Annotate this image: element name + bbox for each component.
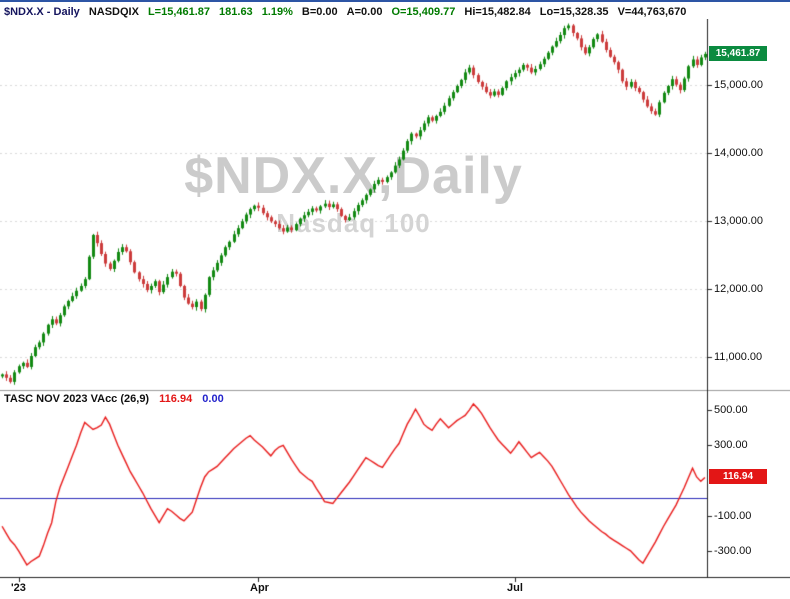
indicator-value: 116.94 (159, 393, 193, 405)
exchange-code: NASDQIX (88, 6, 139, 18)
open-value: O=15,409.77 (391, 6, 456, 18)
indicator-name: TASC NOV 2023 VAcc (26,9) (4, 393, 150, 405)
symbol-title: $NDX.X - Daily (4, 6, 80, 18)
price-axis-label: 15,000.00 (714, 79, 763, 91)
last-price: L=15,461.87 (147, 6, 211, 18)
indicator-zero-value: 0.00 (202, 393, 224, 405)
change-percent: 1.19% (261, 6, 293, 18)
low-value: Lo=15,328.35 (539, 6, 609, 18)
high-value: Hi=15,482.84 (464, 6, 531, 18)
indicator-axis-label: -100.00 (714, 510, 752, 522)
last-price-badge: 15,461.87 (709, 46, 767, 61)
ask-value: A=0.00 (346, 6, 383, 18)
quote-header: $NDX.X - Daily NASDQIX L=15,461.87 181.6… (0, 0, 790, 19)
time-axis-label: '23 (11, 582, 26, 594)
price-axis-label: 12,000.00 (714, 283, 763, 295)
change-value: 181.63 (219, 6, 253, 18)
indicator-axis-label: 500.00 (714, 404, 748, 416)
price-axis-label: 11,000.00 (714, 351, 763, 363)
price-axis-label: 13,000.00 (714, 215, 763, 227)
time-axis-label: Apr (250, 582, 269, 594)
indicator-label-row: TASC NOV 2023 VAcc (26,9) 116.94 0.00 (4, 393, 231, 405)
indicator-axis-label: 300.00 (714, 439, 748, 451)
volume-value: V=44,763,670 (617, 6, 687, 18)
indicator-value-badge: 116.94 (709, 469, 767, 484)
time-axis-label: Jul (507, 582, 523, 594)
bid-value: B=0.00 (301, 6, 338, 18)
indicator-axis-label: -300.00 (714, 545, 752, 557)
price-axis-label: 14,000.00 (714, 147, 763, 159)
